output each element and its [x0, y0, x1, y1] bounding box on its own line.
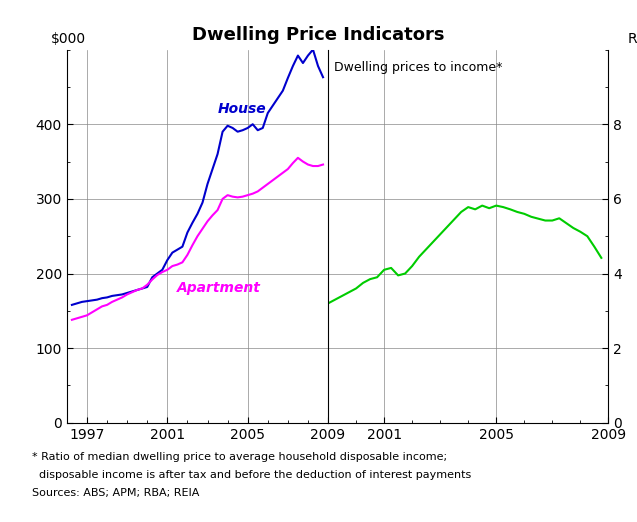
Text: Dwelling prices to income*: Dwelling prices to income*: [334, 61, 502, 74]
Text: Dwelling Price Indicators: Dwelling Price Indicators: [192, 26, 445, 44]
Text: disposable income is after tax and before the deduction of interest payments: disposable income is after tax and befor…: [32, 470, 471, 480]
Text: $000: $000: [51, 32, 87, 46]
Text: Sources: ABS; APM; RBA; REIA: Sources: ABS; APM; RBA; REIA: [32, 488, 199, 498]
Text: House: House: [218, 102, 266, 116]
Text: * Ratio of median dwelling price to average household disposable income;: * Ratio of median dwelling price to aver…: [32, 452, 447, 461]
Text: Ratio: Ratio: [628, 32, 637, 46]
Text: Apartment: Apartment: [177, 281, 261, 295]
